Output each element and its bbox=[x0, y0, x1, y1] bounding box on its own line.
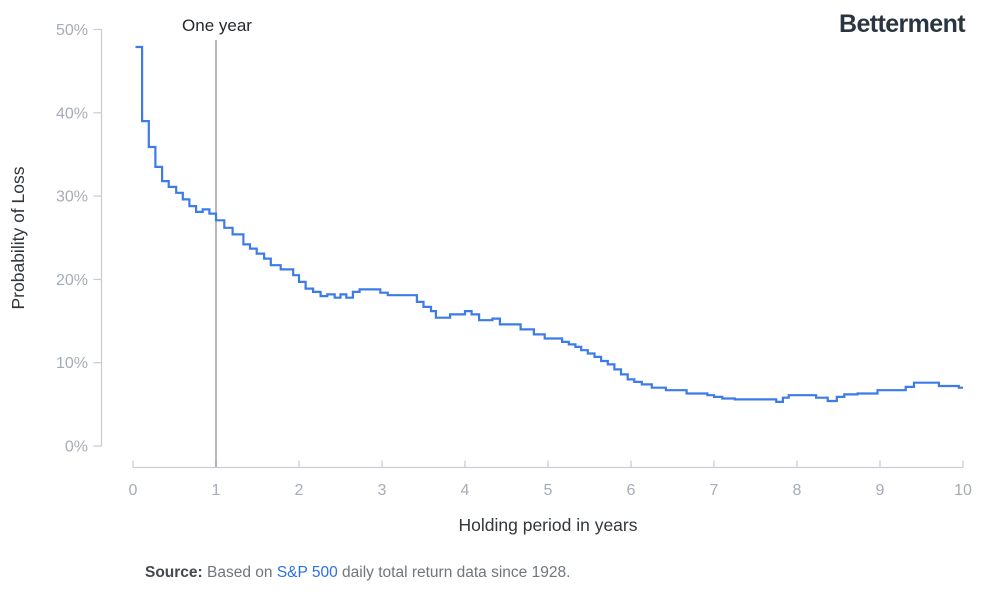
source-text-after-link: daily total return data since 1928. bbox=[337, 564, 571, 581]
x-tick-label: 8 bbox=[793, 482, 802, 499]
series-layer bbox=[135, 45, 963, 403]
y-tick-label: 30% bbox=[56, 189, 88, 206]
y-tick-label: 40% bbox=[56, 105, 88, 122]
sp500-link[interactable]: S&P 500 bbox=[276, 564, 338, 581]
x-tick-label: 6 bbox=[627, 482, 636, 499]
betterment-logo: Betterment bbox=[839, 10, 966, 38]
x-tick-label: 9 bbox=[876, 482, 885, 499]
x-tick-label: 3 bbox=[378, 482, 387, 499]
source-text-before-link: Based on bbox=[202, 564, 277, 581]
source-note: Source: Based on S&P 500 daily total ret… bbox=[145, 564, 570, 582]
x-tick-label: 2 bbox=[295, 482, 304, 499]
x-tick-label: 10 bbox=[954, 482, 972, 499]
x-axis-title: Holding period in years bbox=[459, 515, 638, 535]
x-tick-label: 1 bbox=[212, 482, 221, 499]
x-tick-label: 5 bbox=[544, 482, 553, 499]
y-tick-label: 10% bbox=[56, 355, 88, 372]
loss-probability-step-line bbox=[135, 45, 963, 403]
source-prefix: Source: bbox=[145, 564, 203, 581]
x-tick-label: 7 bbox=[710, 482, 719, 499]
axes-layer: 0% 10% 20% 30% 40% 50% 0 1 2 3 4 5 6 7 8 9 10 bbox=[56, 22, 972, 499]
y-tick-label: 50% bbox=[56, 22, 88, 39]
x-tick-label: 4 bbox=[461, 482, 470, 499]
y-axis-title: Probability of Loss bbox=[8, 166, 28, 309]
y-tick-label: 20% bbox=[56, 272, 88, 289]
x-tick-label: 0 bbox=[129, 482, 138, 499]
one-year-label: One year bbox=[182, 16, 252, 35]
y-tick-label: 0% bbox=[65, 439, 88, 456]
